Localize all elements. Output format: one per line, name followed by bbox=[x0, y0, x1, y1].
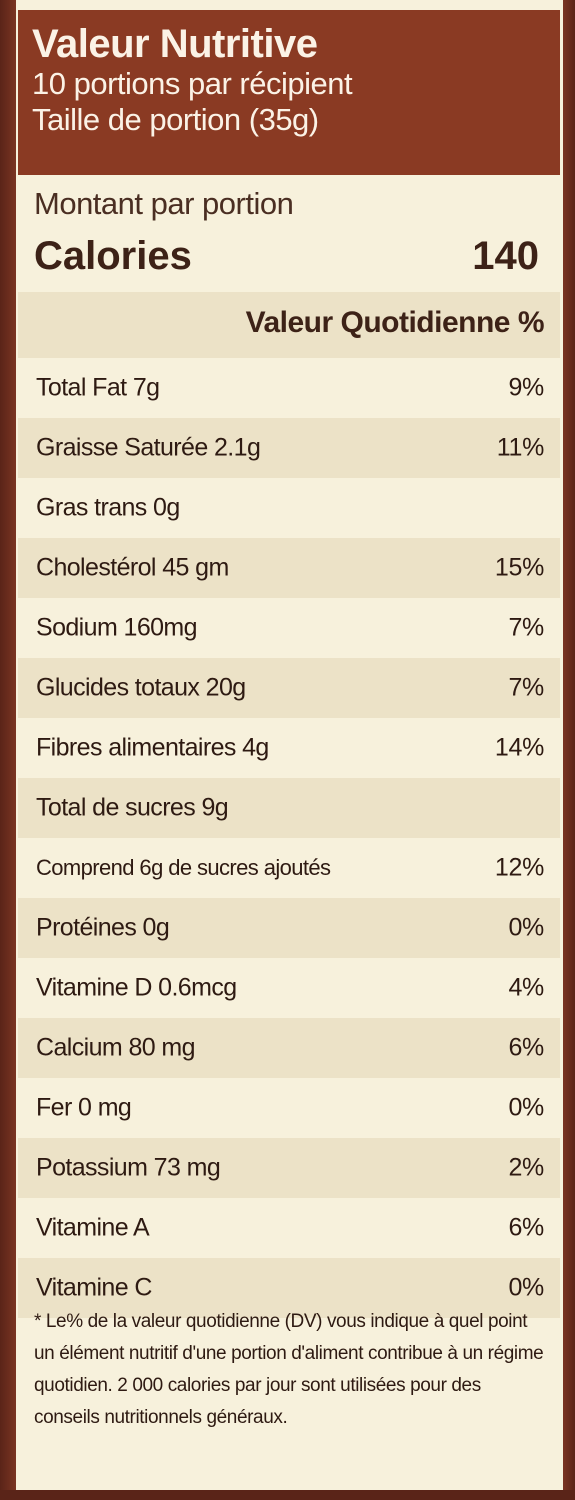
calories-value: 140 bbox=[472, 234, 539, 278]
label-header: Valeur Nutritive 10 portions par récipie… bbox=[18, 10, 560, 175]
nutrient-dv: 0% bbox=[508, 1273, 544, 1302]
nutrient-name: Vitamine D 0.6mcg bbox=[36, 973, 237, 1002]
daily-value-header: Valeur Quotidienne % bbox=[18, 292, 560, 358]
nutrient-dv: 9% bbox=[508, 373, 544, 402]
nutrient-dv: 0% bbox=[508, 913, 544, 942]
nutrient-row-fiber: Fibres alimentaires 4g 14% bbox=[18, 718, 560, 778]
nutrient-name: Vitamine C bbox=[36, 1273, 152, 1302]
nutrient-name: Total de sucres 9g bbox=[36, 793, 229, 822]
nutrient-row-sodium: Sodium 160mg 7% bbox=[18, 598, 560, 658]
nutrient-name: Sodium 160mg bbox=[36, 613, 198, 642]
nutrient-row-trans-fat: Gras trans 0g bbox=[18, 478, 560, 538]
nutrient-row-added-sugars: Comprend 6g de sucres ajoutés 12% bbox=[18, 838, 560, 898]
nutrient-name: Protéines 0g bbox=[36, 913, 170, 942]
nutrient-dv: 7% bbox=[508, 613, 544, 642]
nutrient-name: Fer 0 mg bbox=[36, 1093, 132, 1122]
nutrient-dv: 11% bbox=[496, 433, 545, 462]
nutrient-name: Glucides totaux 20g bbox=[36, 673, 246, 702]
nutrient-row-protein: Protéines 0g 0% bbox=[18, 898, 560, 958]
nutrient-name: Total Fat 7g bbox=[36, 373, 160, 402]
nutrient-name: Gras trans 0g bbox=[36, 493, 180, 522]
daily-value-footnote: * Le% de la valeur quotidienne (DV) vous… bbox=[34, 1311, 544, 1428]
nutrient-dv: 6% bbox=[508, 1213, 544, 1242]
nutrient-dv: 2% bbox=[508, 1153, 544, 1182]
nutrient-name: Calcium 80 mg bbox=[36, 1033, 196, 1062]
nutrient-name: Vitamine A bbox=[36, 1213, 150, 1242]
label-title: Valeur Nutritive bbox=[32, 22, 318, 66]
nutrient-row-carbohydrates: Glucides totaux 20g 7% bbox=[18, 658, 560, 718]
nutrient-row-total-fat: Total Fat 7g 9% bbox=[18, 358, 560, 418]
nutrient-dv: 7% bbox=[508, 673, 544, 702]
nutrient-row-total-sugars: Total de sucres 9g bbox=[18, 778, 560, 838]
package-edge-left bbox=[0, 0, 16, 1500]
calories-label: Calories bbox=[34, 234, 192, 278]
nutrient-row-iron: Fer 0 mg 0% bbox=[18, 1078, 560, 1138]
nutrient-name: Graisse Saturée 2.1g bbox=[36, 433, 261, 462]
nutrient-dv: 14% bbox=[494, 733, 544, 762]
nutrient-row-potassium: Potassium 73 mg 2% bbox=[18, 1138, 560, 1198]
amount-per-serving: Montant par portion bbox=[34, 186, 294, 221]
nutrient-dv: 4% bbox=[508, 973, 544, 1002]
nutrient-name: Fibres alimentaires 4g bbox=[36, 733, 269, 762]
nutrient-table: Valeur Quotidienne % Total Fat 7g 9% Gra… bbox=[18, 292, 560, 1318]
package-edge-bottom bbox=[0, 1490, 575, 1500]
nutrient-row-vitamin-c: Vitamine C 0% bbox=[18, 1258, 560, 1318]
nutrient-row-calcium: Calcium 80 mg 6% bbox=[18, 1018, 560, 1078]
nutrient-dv: 0% bbox=[508, 1093, 544, 1122]
serving-size: Taille de portion (35g) bbox=[32, 102, 319, 137]
nutrient-row-cholesterol: Cholestérol 45 gm 15% bbox=[18, 538, 560, 598]
nutrient-dv: 6% bbox=[508, 1033, 544, 1062]
nutrient-name: Cholestérol 45 gm bbox=[36, 553, 229, 582]
nutrient-row-vitamin-a: Vitamine A 6% bbox=[18, 1198, 560, 1258]
servings-per-container: 10 portions par récipient bbox=[32, 66, 353, 101]
nutrient-row-vitamin-d: Vitamine D 0.6mcg 4% bbox=[18, 958, 560, 1018]
nutrient-name: Comprend 6g de sucres ajoutés bbox=[36, 855, 331, 880]
package-edge-right bbox=[563, 0, 575, 1500]
nutrient-dv: 15% bbox=[494, 553, 544, 582]
nutrient-row-saturated-fat: Graisse Saturée 2.1g 11% bbox=[18, 418, 560, 478]
nutrient-dv: 12% bbox=[494, 853, 544, 882]
nutrient-name: Potassium 73 mg bbox=[36, 1153, 221, 1182]
